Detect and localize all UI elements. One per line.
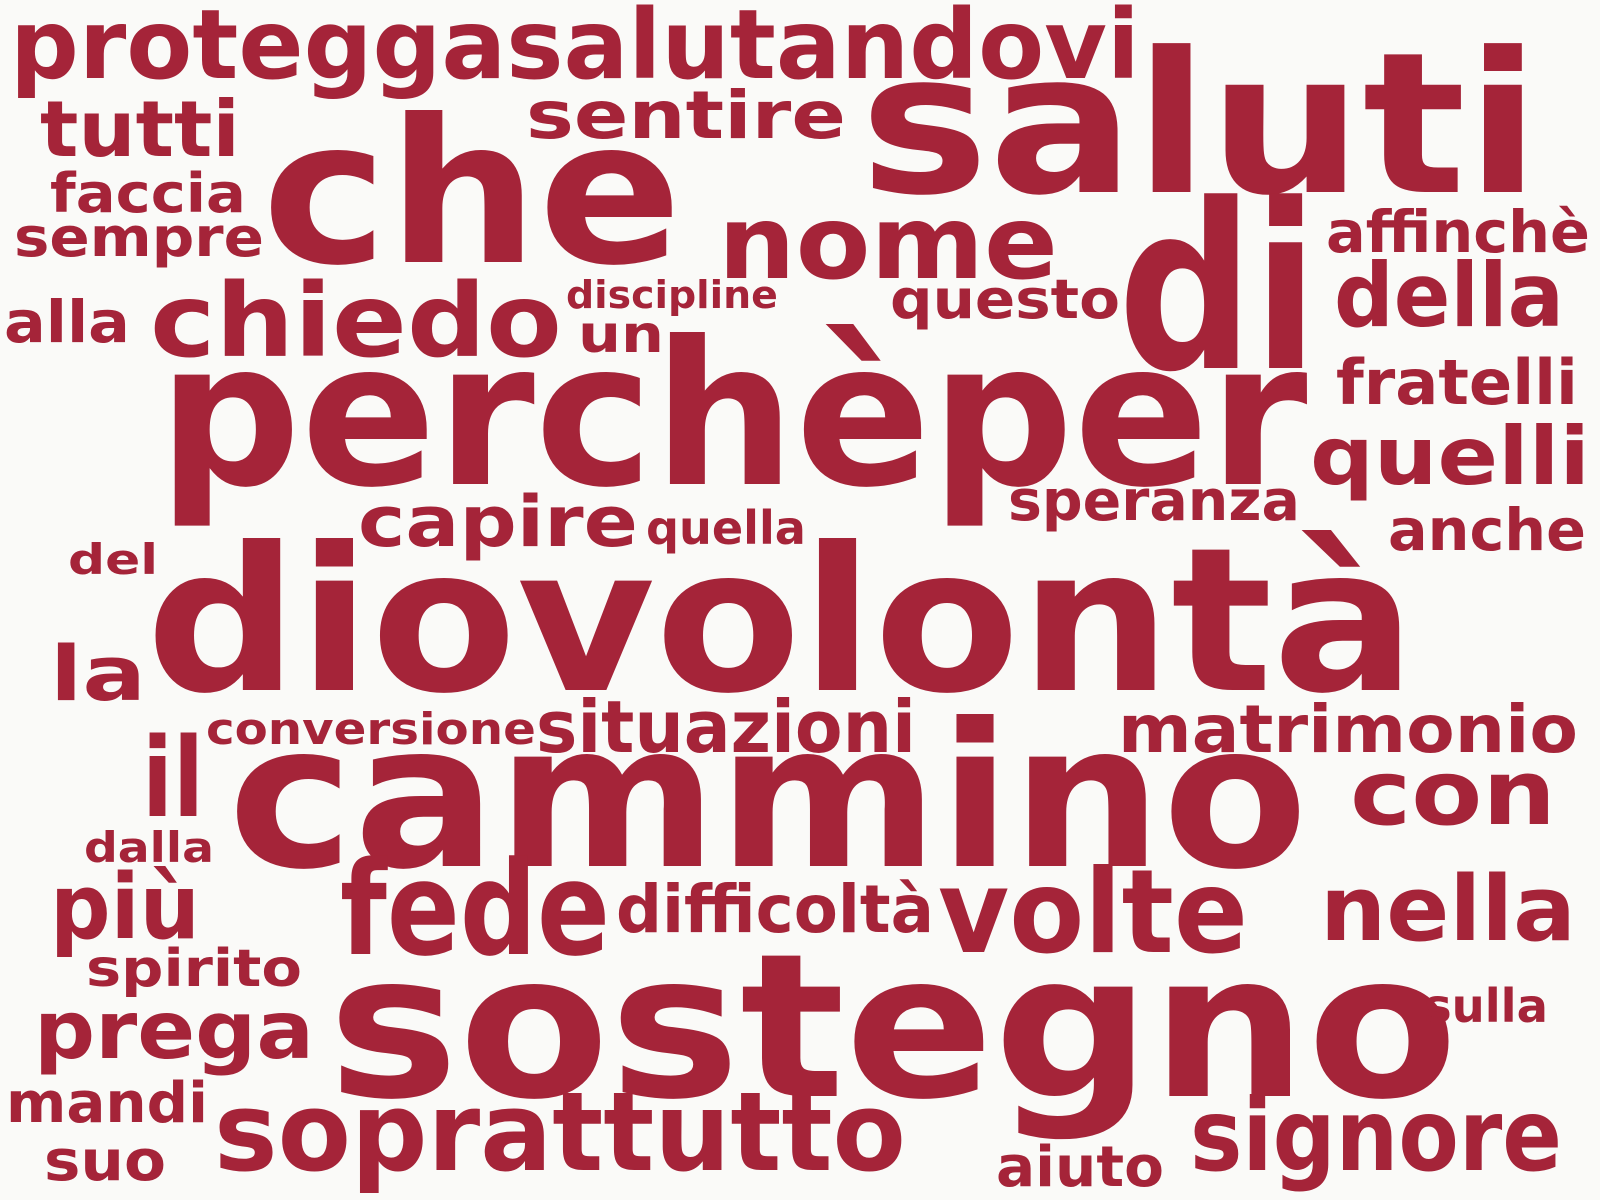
- word-saluti: saluti: [860, 10, 1540, 239]
- word-della: della: [1334, 245, 1564, 348]
- word-discipline: discipline: [566, 274, 778, 318]
- word-aiuto: aiuto: [996, 1135, 1164, 1200]
- word-situazioni: situazioni: [536, 685, 916, 769]
- word-percheper: perchèper: [158, 300, 1308, 532]
- word-speranza: speranza: [1008, 469, 1300, 533]
- word-prega: prega: [34, 984, 314, 1078]
- word-soprattutto: soprattutto: [214, 1068, 906, 1197]
- word-dalla: dalla: [84, 823, 214, 872]
- word-quella: quella: [646, 501, 806, 555]
- word-la: la: [50, 630, 146, 719]
- word-anche: anche: [1388, 496, 1586, 564]
- word-cammino: cammino: [228, 681, 1308, 914]
- word-affinche: affinchè: [1326, 198, 1590, 265]
- word-signore: signore: [1190, 1079, 1562, 1195]
- word-questo: questo: [890, 269, 1120, 332]
- word-nome: nome: [718, 183, 1058, 302]
- word-conversione: conversione: [206, 703, 536, 754]
- word-sempre: sempre: [14, 207, 264, 270]
- word-matrimonio: matrimonio: [1118, 692, 1578, 768]
- word-del: del: [68, 536, 158, 585]
- word-di: di: [1118, 155, 1318, 423]
- word-mandi: mandi: [6, 1071, 208, 1136]
- word-faccia: faccia: [50, 162, 246, 225]
- word-sostegno: sostegno: [328, 910, 1458, 1143]
- word-quelli: quelli: [1310, 409, 1590, 502]
- word-sulla: sulla: [1424, 979, 1548, 1033]
- word-il: il: [142, 714, 204, 842]
- word-sentire: sentire: [526, 78, 846, 154]
- word-nella: nella: [1320, 856, 1576, 961]
- word-spirito: spirito: [86, 938, 302, 999]
- word-suo: suo: [44, 1128, 166, 1193]
- word-fratelli: fratelli: [1336, 347, 1578, 419]
- word-fede: fede: [340, 834, 610, 985]
- word-volte: volte: [938, 844, 1248, 980]
- word-diovolonta: diovolontà: [146, 505, 1416, 738]
- word-con: con: [1350, 740, 1556, 845]
- word-piu: più: [50, 855, 200, 960]
- word-che: che: [262, 77, 682, 310]
- word-proteggasalutandovi: proteggasalutandovi: [10, 0, 1140, 101]
- word-capire: capire: [358, 481, 638, 563]
- word-un: un: [578, 305, 664, 365]
- word-difficolta: difficoltà: [616, 872, 934, 948]
- word-alla: alla: [4, 289, 130, 357]
- word-tutti: tutti: [40, 84, 240, 175]
- word-chiedo: chiedo: [150, 262, 562, 381]
